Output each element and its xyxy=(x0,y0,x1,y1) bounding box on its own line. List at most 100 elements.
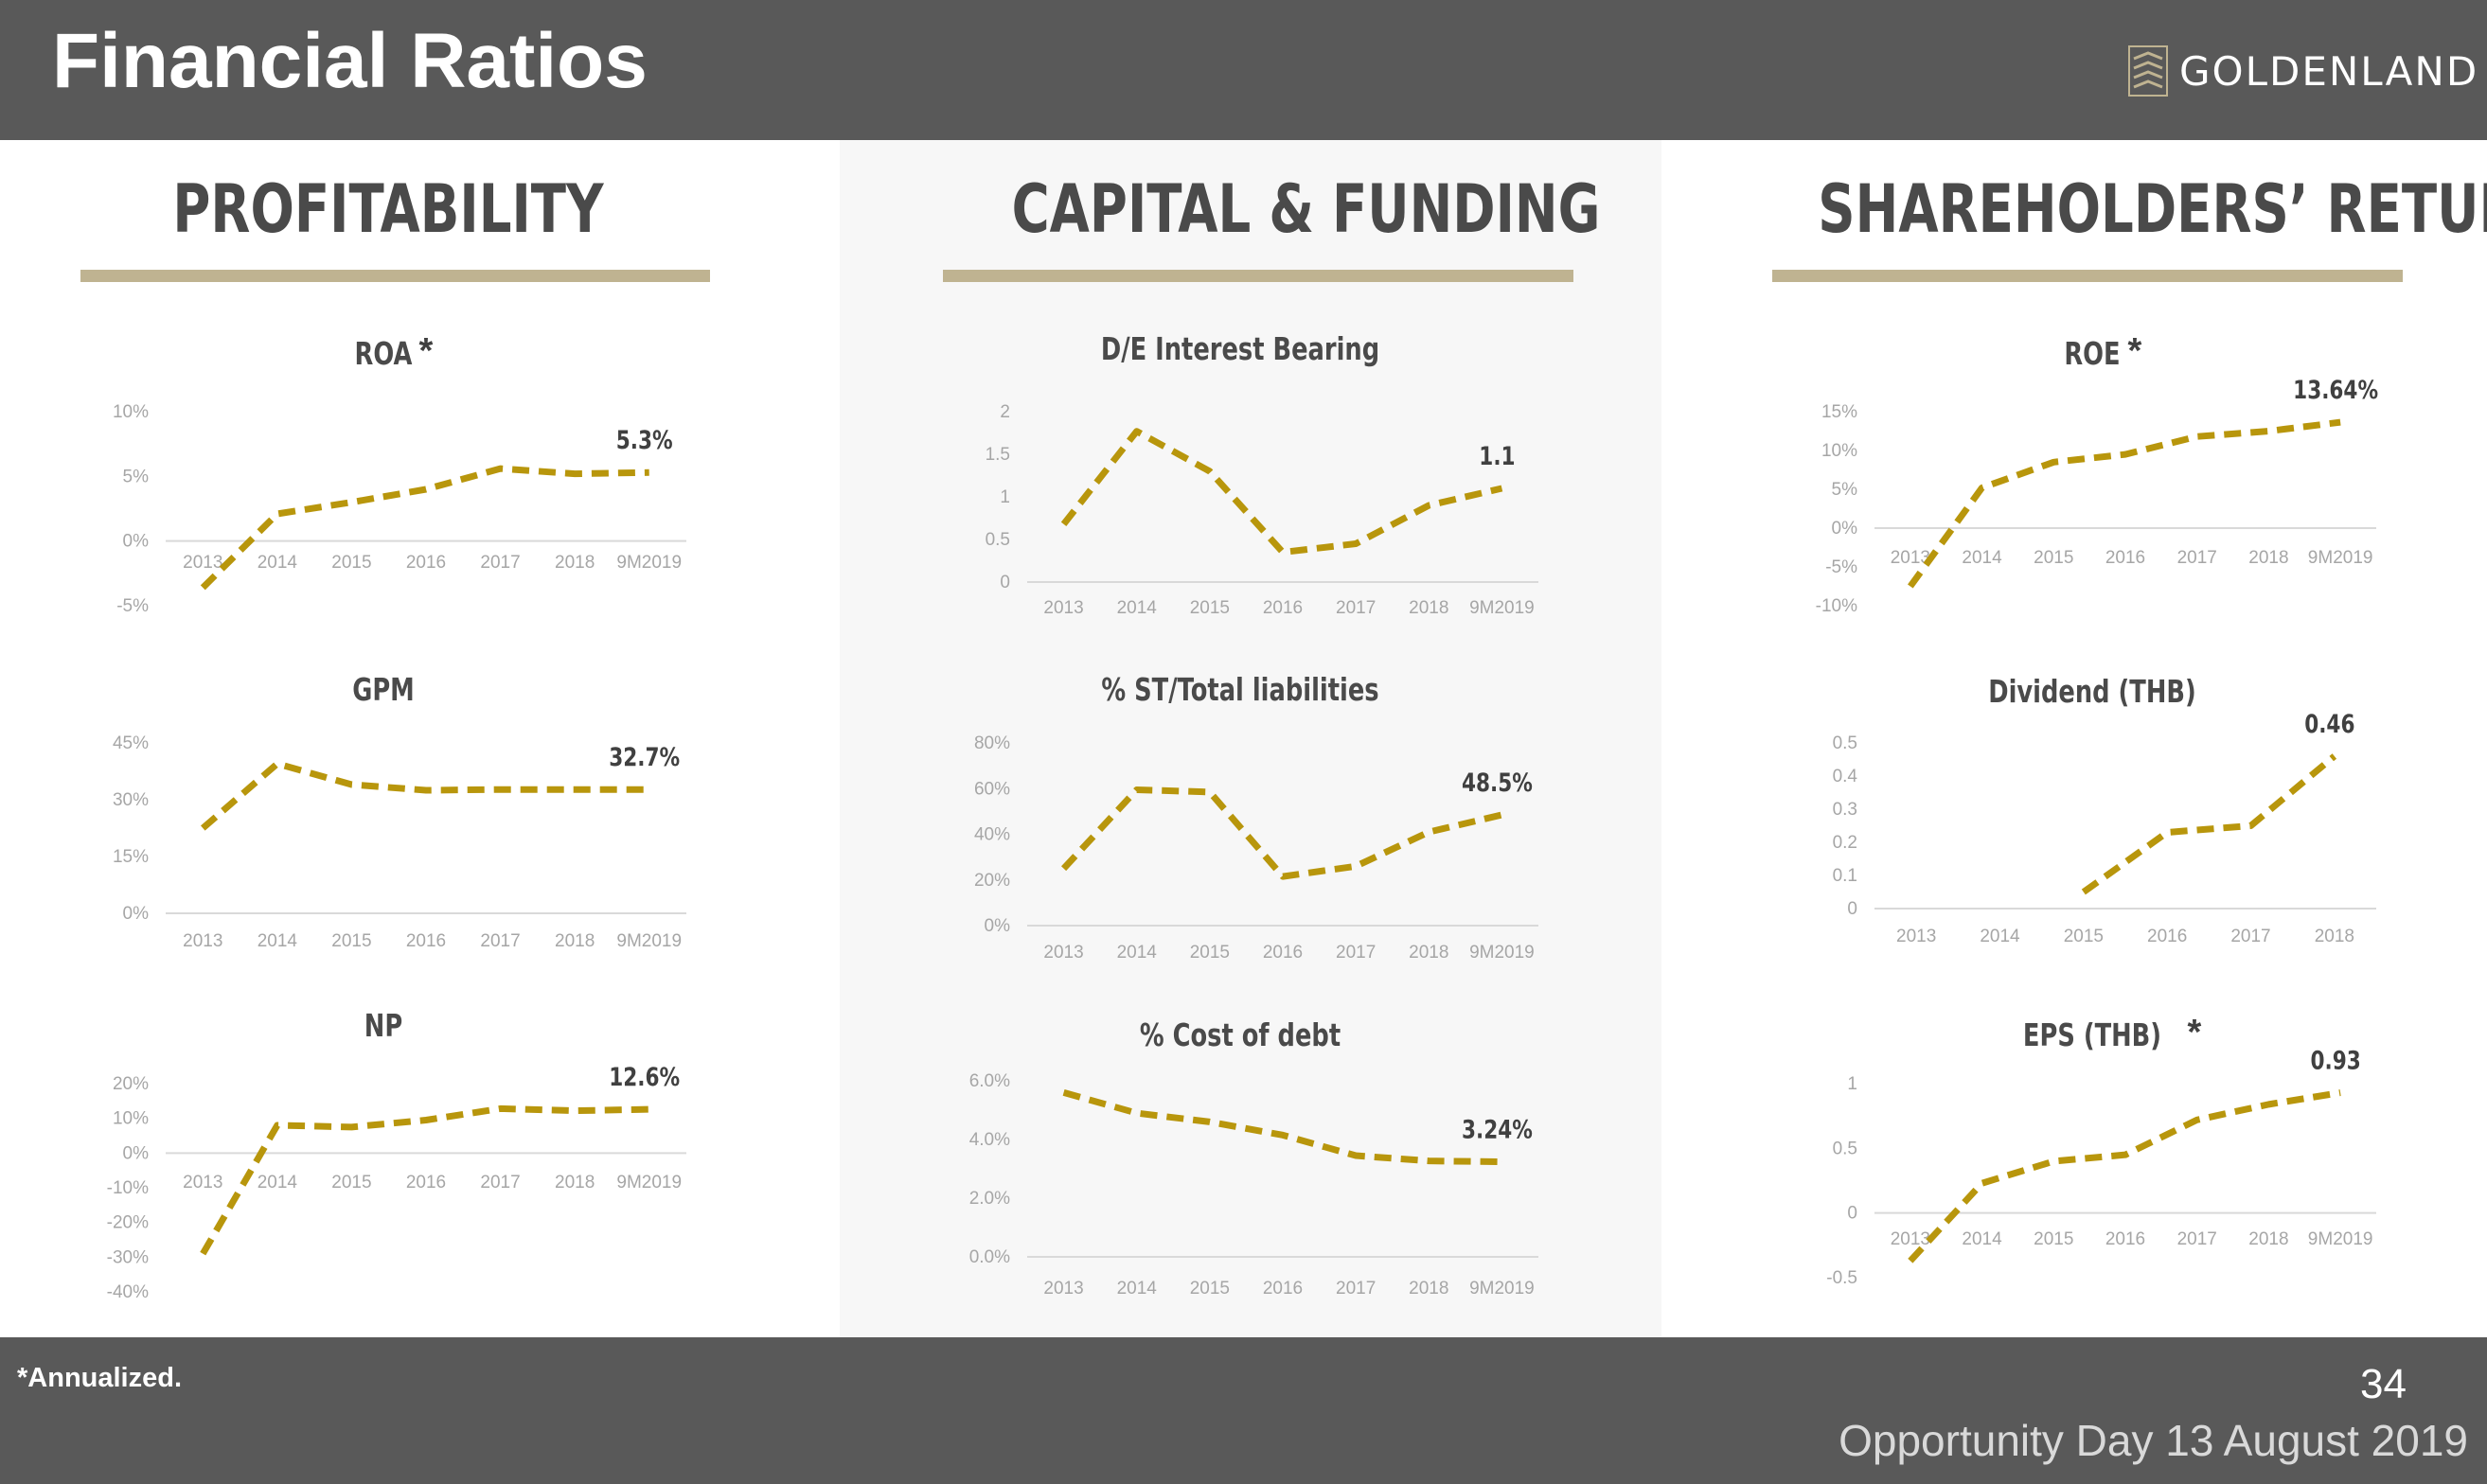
x-tick-label: 2014 xyxy=(1117,943,1158,963)
chart-div: Dividend (THB) 0.5 0.4 0.3 0.2 0.1 0 2013 2014 20… xyxy=(1833,674,2376,946)
y-tick-label: 45% xyxy=(113,733,149,753)
footnote: *Annualized. xyxy=(17,1363,183,1393)
x-tick-label: 2013 xyxy=(1043,943,1083,963)
x-tick-label: 2017 xyxy=(2177,1229,2217,1249)
y-tick-label: 0% xyxy=(123,532,150,552)
x-tick-label: 2018 xyxy=(1409,943,1448,963)
chart-title: ROE xyxy=(2064,336,2120,372)
x-tick-label: 2014 xyxy=(1962,548,2002,568)
chart-title: GPM xyxy=(352,672,415,708)
y-tick-label: -10% xyxy=(1816,596,1857,616)
chart-title: D/E Interest Bearing xyxy=(1101,331,1379,367)
end-value-label: 0.93 xyxy=(2311,1045,2361,1075)
x-tick-label: 2015 xyxy=(2064,927,2104,946)
section-rule-shareholders-returns xyxy=(1772,270,2403,282)
chart-title: EPS (THB) xyxy=(2023,1017,2161,1053)
y-tick-label: 0.4 xyxy=(1833,767,1858,786)
x-tick-label: 9M2019 xyxy=(2308,548,2373,568)
logo: GOLDENLAND xyxy=(2128,43,2478,99)
x-tick-label: 2017 xyxy=(1336,1279,1376,1298)
x-tick-label: 2016 xyxy=(1263,943,1303,963)
x-tick-label: 2016 xyxy=(406,931,446,951)
y-tick-label: 1.5 xyxy=(986,445,1010,465)
x-tick-label: 2015 xyxy=(331,1173,371,1192)
y-tick-label: -40% xyxy=(107,1282,149,1302)
x-tick-label: 2014 xyxy=(258,1173,298,1192)
x-tick-label: 9M2019 xyxy=(616,1173,682,1192)
x-tick-label: 9M2019 xyxy=(1469,943,1535,963)
x-tick-label: 2016 xyxy=(2105,1229,2145,1249)
y-tick-label: -5% xyxy=(1825,557,1857,577)
x-tick-label: 9M2019 xyxy=(1469,1279,1535,1298)
y-tick-label: 0.5 xyxy=(986,530,1010,550)
series-line xyxy=(1060,428,1503,556)
end-value-label: 13.64% xyxy=(2293,375,2378,405)
y-tick-label: 5% xyxy=(1832,480,1858,500)
x-tick-label: 9M2019 xyxy=(2308,1229,2373,1249)
x-tick-label: 2013 xyxy=(1043,598,1083,618)
x-tick-label: 2018 xyxy=(555,553,595,573)
series-line xyxy=(1062,1089,1502,1166)
end-value-label: 32.7% xyxy=(609,742,680,772)
y-tick-label: 80% xyxy=(974,733,1010,753)
y-tick-label: 10% xyxy=(1821,441,1857,461)
chart-title: % ST/Total liabilities xyxy=(1101,672,1378,708)
chart-cod: % Cost of debt 6.0% 4.0% 2.0% 0.0% 2013 2014 20… xyxy=(969,1017,1538,1298)
capital-funding-panel xyxy=(840,140,1661,1337)
chart-gpm: GPM 45% 30% 15% 0% 2013 2014 2015 2016 2017 2018 9M… xyxy=(113,672,686,951)
chart-title: Dividend (THB) xyxy=(1988,674,2196,710)
section-title-profitability: PROFITABILITY xyxy=(172,170,604,248)
x-tick-label: 9M2019 xyxy=(1469,598,1535,618)
x-tick-label: 2017 xyxy=(1336,598,1376,618)
end-value-label: 0.46 xyxy=(2304,709,2354,739)
x-tick-label: 2017 xyxy=(480,553,520,573)
x-tick-label: 2018 xyxy=(2248,548,2288,568)
x-tick-label: 2014 xyxy=(258,553,298,573)
logo-text: GOLDENLAND xyxy=(2179,47,2479,95)
x-tick-label: 2017 xyxy=(480,1173,520,1192)
y-tick-label: 0 xyxy=(1000,573,1010,592)
x-tick-label: 2017 xyxy=(2230,927,2270,946)
x-tick-label: 9M2019 xyxy=(616,553,682,573)
y-tick-label: 0.5 xyxy=(1833,1139,1857,1158)
section-title-shareholders-returns: SHAREHOLDERS’ RETURNS xyxy=(1818,170,2487,248)
y-tick-label: 0 xyxy=(1847,1204,1857,1224)
x-tick-label: 2018 xyxy=(1409,1279,1448,1298)
footer-bar xyxy=(0,1337,2487,1484)
annualized-asterisk: * xyxy=(2128,331,2142,371)
end-value-label: 5.3% xyxy=(616,425,673,455)
series-line xyxy=(1061,786,1503,880)
x-tick-label: 2016 xyxy=(2105,548,2145,568)
event-label: Opportunity Day 13 August 2019 xyxy=(1839,1416,2468,1465)
annualized-asterisk: * xyxy=(419,331,434,371)
chart-title: NP xyxy=(364,1008,402,1044)
chart-roe: ROE * 15% 10% 5% 0% -5% -10% 2013 2014 2015 2016 201… xyxy=(1816,331,2378,616)
x-tick-label: 2013 xyxy=(1896,927,1936,946)
y-tick-label: 0% xyxy=(985,916,1011,936)
y-tick-label: 1 xyxy=(1000,487,1010,507)
x-tick-label: 2014 xyxy=(1117,598,1158,618)
x-tick-label: 2015 xyxy=(1190,1279,1230,1298)
x-tick-label: 2018 xyxy=(555,931,595,951)
chart-roa: ROA * 10% 5% 0% -5% 2013 2014 2015 2016 2017 2018 9M… xyxy=(113,331,686,616)
y-tick-label: 0.1 xyxy=(1833,866,1857,886)
x-tick-label: 2018 xyxy=(1409,598,1448,618)
y-tick-label: 5% xyxy=(123,467,150,486)
end-value-label: 12.6% xyxy=(609,1062,680,1092)
y-tick-label: -0.5 xyxy=(1826,1268,1857,1288)
x-tick-label: 2015 xyxy=(1190,943,1230,963)
x-tick-label: 2014 xyxy=(1962,1229,2002,1249)
x-tick-label: 2013 xyxy=(1891,1229,1930,1249)
y-tick-label: 0.5 xyxy=(1833,733,1857,753)
chart-title: % Cost of debt xyxy=(1140,1017,1341,1053)
page-title: Financial Ratios xyxy=(52,18,648,104)
x-tick-label: 2016 xyxy=(406,553,446,573)
x-tick-label: 2018 xyxy=(2248,1229,2288,1249)
y-tick-label: 40% xyxy=(974,825,1010,845)
series-line xyxy=(2081,753,2337,895)
section-rule-profitability xyxy=(80,270,710,282)
y-tick-label: 0.2 xyxy=(1833,833,1857,853)
x-tick-label: 2014 xyxy=(1980,927,2020,946)
chart-st: % ST/Total liabilities 80% 60% 40% 20% 0% 2013… xyxy=(974,672,1538,963)
x-tick-label: 2016 xyxy=(2147,927,2187,946)
